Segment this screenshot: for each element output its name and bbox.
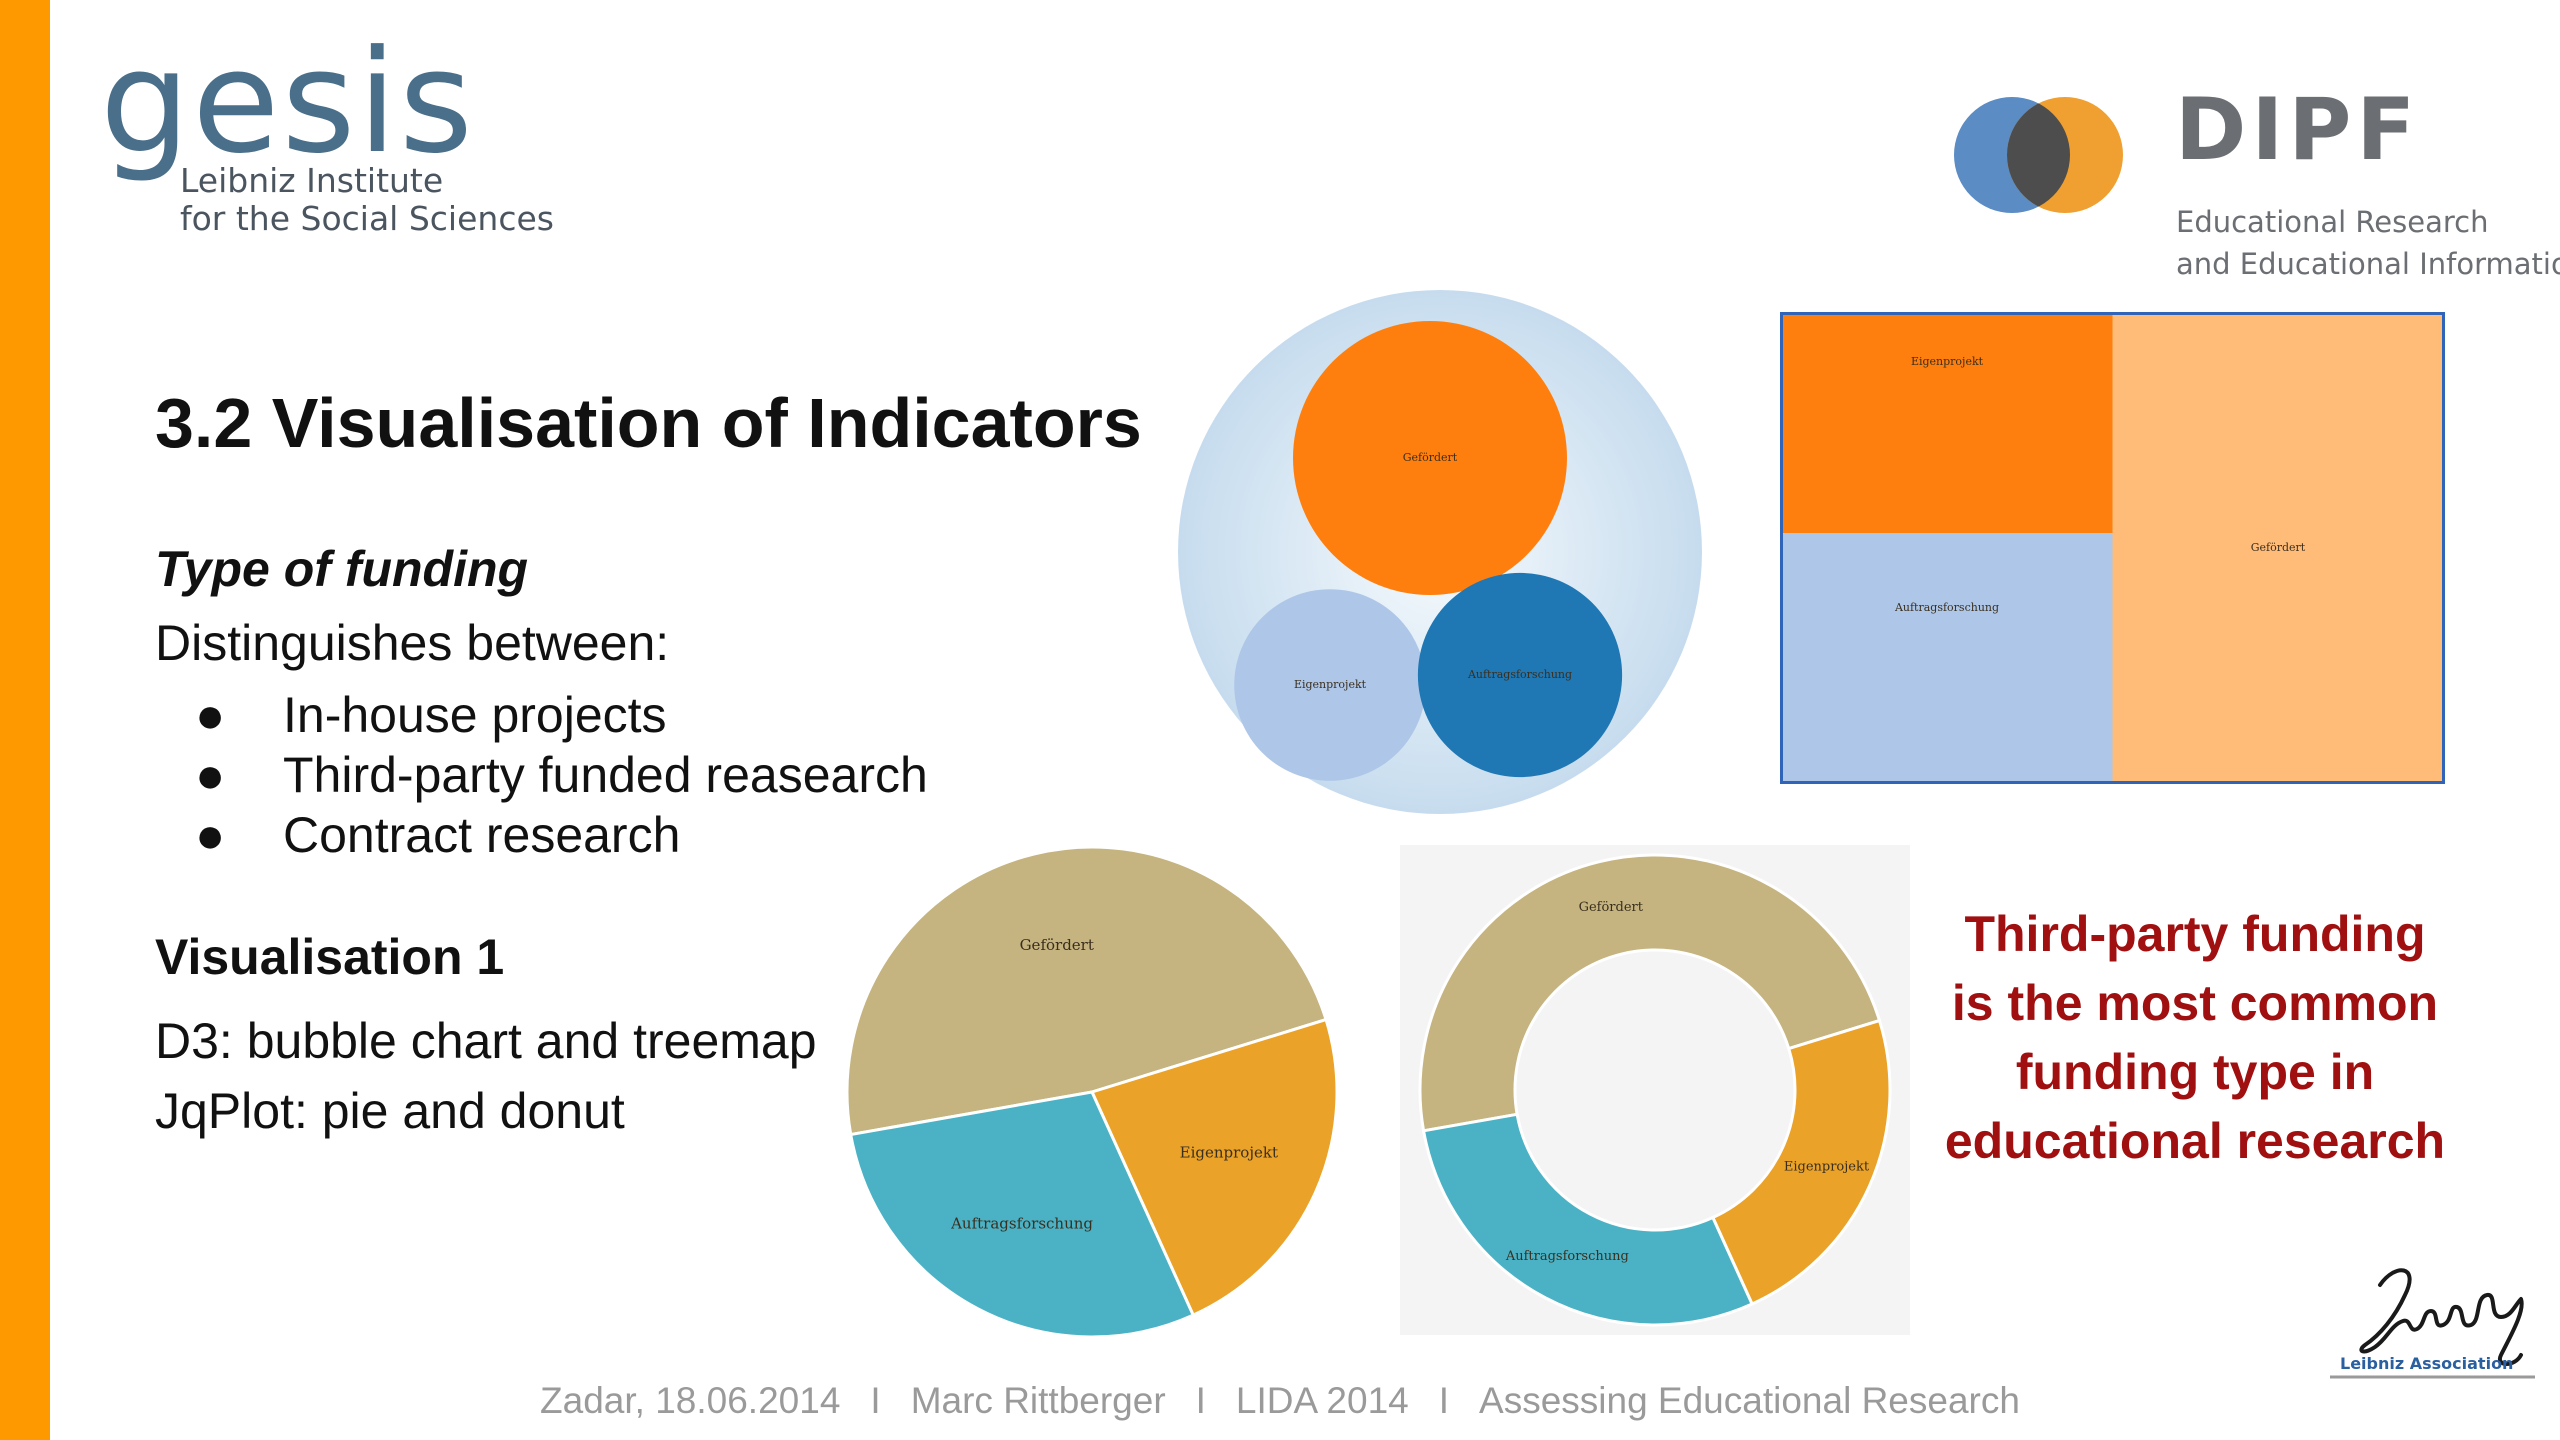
dipf-circles-icon xyxy=(1954,97,2123,213)
donut-label-eigenprojekt: Eigenprojekt xyxy=(1784,1160,1870,1175)
donut-label-gefordert: Gefördert xyxy=(1579,900,1644,915)
gesis-subtitle-line-2: for the Social Sciences xyxy=(180,199,554,238)
tool-line-d3: D3: bubble chart and treemap xyxy=(155,1013,817,1069)
bubble-chart-svg: Gefördert Eigenprojekt Auftragsforschung xyxy=(1178,290,1702,814)
tool-line-jqplot: JqPlot: pie and donut xyxy=(155,1083,625,1139)
bullet-icon: ● xyxy=(195,807,226,863)
donut-slice-auftragsforschung xyxy=(1421,1112,1755,1327)
pie-slice-eigenprojekt xyxy=(1089,1017,1339,1318)
treemap-label-auftragsforschung: Auftragsforschung xyxy=(1894,601,1999,614)
pie-chart-svg: Gefördert Eigenprojekt Auftragsforschung xyxy=(845,845,1339,1339)
footer-separator: I xyxy=(1195,1380,1206,1421)
leibniz-signature-icon xyxy=(2330,1268,2535,1379)
treemap-label-eigenprojekt: Eigenprojekt xyxy=(1911,355,1984,368)
footer: Zadar, 18.06.2014 I Marc Rittberger I LIDA 2… xyxy=(0,1380,2560,1422)
footer-author: Marc Rittberger xyxy=(910,1380,1166,1421)
visualisation-heading: Visualisation 1 xyxy=(155,929,505,985)
donut-slice-eigenprojekt xyxy=(1710,1018,1892,1306)
footer-separator: I xyxy=(870,1380,881,1421)
section-heading: Type of funding xyxy=(155,541,529,597)
treemap-chart-svg: Eigenprojekt Auftragsforschung Gefördert xyxy=(1780,312,2445,784)
intro-text: Distinguishes between: xyxy=(155,615,670,671)
pie-label-auftragsforschung: Auftragsforschung xyxy=(950,1215,1093,1233)
footer-place-date: Zadar, 18.06.2014 xyxy=(540,1380,841,1421)
pie-label-gefordert: Gefördert xyxy=(1020,936,1094,954)
conclusion-line: is the most common xyxy=(1951,975,2439,1031)
treemap-label-gefordert: Gefördert xyxy=(2251,541,2306,554)
list-item-text: Third-party funded reasearch xyxy=(283,747,928,803)
dipf-logo: DIPF Educational Research and Educationa… xyxy=(1950,80,2560,285)
conclusion-line: funding type in xyxy=(2015,1044,2375,1100)
dipf-logo-subtitle: Educational Research and Educational Inf… xyxy=(2176,201,2560,285)
bubble-label-auftragsforschung: Auftragsforschung xyxy=(1467,668,1572,681)
donut-chart-svg: Gefördert Eigenprojekt Auftragsforschung xyxy=(1418,853,1892,1327)
footer-event: LIDA 2014 xyxy=(1235,1380,1409,1421)
dipf-logo-word: DIPF xyxy=(2175,80,2421,180)
list-item-text: In-house projects xyxy=(283,687,667,743)
list-item: ● Contract research xyxy=(155,805,928,865)
leibniz-association-logo: Leibniz Association xyxy=(2325,1255,2545,1395)
bullet-icon: ● xyxy=(195,747,226,803)
treemap-cell-eigenprojekt xyxy=(1781,313,2113,534)
bubble-label-gefordert: Gefördert xyxy=(1403,451,1458,464)
list-item-text: Contract research xyxy=(283,807,681,863)
funding-types-list: ● In-house projects ● Third-party funded r… xyxy=(155,685,928,865)
accent-bar xyxy=(0,0,50,1440)
treemap-cell-auftragsforschung xyxy=(1781,533,2113,783)
pie-slice-auftragsforschung xyxy=(848,1090,1196,1339)
list-item: ● Third-party funded reasearch xyxy=(155,745,928,805)
conclusion-line: Third-party funding xyxy=(1964,906,2426,962)
conclusion-text: Third-party funding is the most common f… xyxy=(1895,900,2495,1176)
bubble-auftragsforschung xyxy=(1417,572,1623,778)
gesis-subtitle-line-1: Leibniz Institute xyxy=(180,161,444,200)
treemap-border xyxy=(1780,312,2445,784)
dipf-subtitle-line-1: Educational Research xyxy=(2176,205,2489,239)
donut-slice-gefordert xyxy=(1418,853,1882,1133)
pie-slice-gefordert xyxy=(845,845,1328,1137)
pie-label-eigenprojekt: Eigenprojekt xyxy=(1180,1143,1278,1161)
treemap-cell-gefordert xyxy=(2112,313,2444,783)
treemap-chart: Eigenprojekt Auftragsforschung Gefördert xyxy=(1780,312,2445,784)
bubble-gefordert xyxy=(1293,321,1567,595)
dipf-overlap xyxy=(2007,97,2070,213)
bubble-chart: Gefördert Eigenprojekt Auftragsforschung xyxy=(1175,290,1705,815)
bubble-label-eigenprojekt: Eigenprojekt xyxy=(1294,678,1367,691)
slide-title: 3.2 Visualisation of Indicators xyxy=(155,384,1142,462)
gesis-logo-word: gesis xyxy=(100,20,475,185)
bullet-icon: ● xyxy=(195,687,226,743)
donut-label-auftragsforschung: Auftragsforschung xyxy=(1505,1249,1629,1264)
footer-separator: I xyxy=(1438,1380,1450,1421)
pie-chart: Gefördert Eigenprojekt Auftragsforschung xyxy=(840,845,1345,1340)
conclusion-line: educational research xyxy=(1944,1113,2446,1169)
dipf-subtitle-line-2: and Educational Information xyxy=(2176,247,2560,281)
footer-talk-title: Assessing Educational Research xyxy=(1479,1380,2020,1421)
bubble-eigenprojekt xyxy=(1234,589,1426,781)
donut-chart: Gefördert Eigenprojekt Auftragsforschung xyxy=(1400,845,1910,1335)
gesis-logo-subtitle: Leibniz Institute for the Social Science… xyxy=(180,162,554,238)
gesis-logo: gesis Leibniz Institute for the Social S… xyxy=(100,32,554,250)
list-item: ● In-house projects xyxy=(155,685,928,745)
leibniz-caption: Leibniz Association xyxy=(2340,1354,2514,1373)
